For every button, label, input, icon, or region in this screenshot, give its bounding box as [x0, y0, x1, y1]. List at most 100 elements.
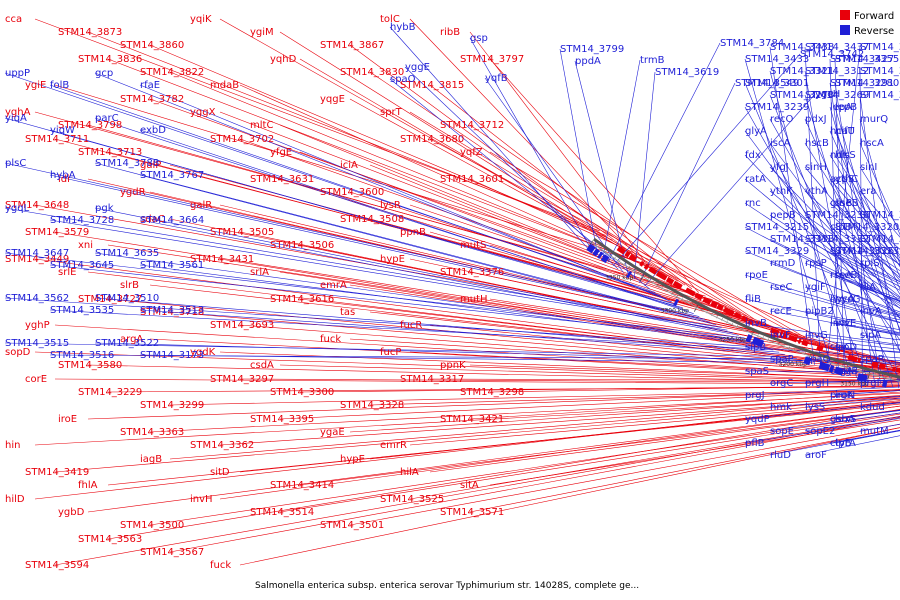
- forward-gene: [891, 366, 897, 372]
- reverse-gene-label: rpsP: [805, 258, 827, 269]
- reverse-gene-label: lepA: [830, 102, 852, 113]
- forward-gene-label: iciA: [340, 160, 358, 171]
- reverse-gene-label: hscA: [860, 138, 884, 149]
- forward-gene-label: STM14_3815: [400, 80, 464, 91]
- reverse-gene-label: STM14_3239: [745, 102, 809, 113]
- forward-connector: [219, 258, 900, 369]
- reverse-gene-label: ythK: [770, 186, 793, 197]
- reverse-gene-label: rrmD: [770, 258, 796, 269]
- reverse-connector: [834, 250, 900, 285]
- reverse-connector: [644, 93, 816, 287]
- reverse-gene-label: STM14_3331: [860, 234, 900, 245]
- reverse-gene-label: STM14_3728: [50, 215, 114, 226]
- genome-inner-arc: [591, 241, 900, 382]
- reverse-gene-label: ygiF: [805, 282, 826, 293]
- forward-gene-label: srlE: [58, 267, 76, 278]
- forward-connector: [299, 385, 900, 393]
- forward-gene: [801, 339, 809, 347]
- forward-gene: [723, 307, 735, 316]
- forward-gene-label: yghA: [5, 107, 31, 118]
- forward-gene-label: STM14_3505: [210, 227, 274, 238]
- reverse-gene-label: fliA: [860, 282, 876, 293]
- reverse-gene-label: sipA: [860, 330, 881, 341]
- reverse-connector: [834, 226, 900, 272]
- forward-connector: [369, 218, 900, 367]
- forward-connector: [409, 351, 900, 377]
- forward-connector: [409, 111, 748, 317]
- forward-connector: [107, 403, 900, 486]
- ruler-label: 3250 kbp: [719, 336, 747, 343]
- reverse-gene-label: sipB: [745, 342, 766, 353]
- forward-gene-label: STM14_3298: [460, 387, 524, 398]
- ruler-label: 3200 kbp: [779, 361, 807, 368]
- forward-gene-label: fuck: [320, 334, 341, 345]
- reverse-gene-label: ndk: [830, 150, 849, 161]
- reverse-gene-label: luxS: [835, 414, 856, 425]
- forward-gene: [787, 334, 798, 343]
- reverse-connector: [859, 214, 900, 250]
- forward-gene-label: STM14_3616: [270, 294, 334, 305]
- reverse-gene-label: rseC: [770, 282, 792, 293]
- forward-connector: [107, 409, 900, 540]
- forward-gene-label: fucR: [400, 320, 422, 331]
- reverse-connector: [94, 342, 803, 362]
- forward-gene-label: fucP: [380, 347, 401, 358]
- reverse-gene-label: STM14_3435: [860, 42, 900, 53]
- reverse-connector: [859, 142, 900, 236]
- forward-gene-label: STM14_3711: [25, 134, 89, 145]
- reverse-gene-label: STM14_3312: [805, 66, 869, 77]
- forward-gene-label: ppnK: [440, 360, 466, 371]
- forward-gene: [672, 280, 683, 290]
- reverse-gene-label: vthA: [805, 186, 828, 197]
- reverse-gene-label: STM14_3535: [50, 305, 114, 316]
- forward-gene-label: STM14_3506: [270, 240, 334, 251]
- forward-gene-label: STM14_3563: [78, 534, 142, 545]
- reverse-connector: [389, 78, 651, 290]
- forward-gene-label: mdaB: [210, 80, 239, 91]
- reverse-gene-label: STM14_3228: [860, 210, 900, 221]
- forward-connector: [429, 378, 900, 381]
- forward-gene-label: STM14_3395: [250, 414, 314, 425]
- forward-gene-label: idi: [58, 174, 70, 185]
- reverse-gene-label: invB: [745, 318, 767, 329]
- reverse-connector: [804, 262, 900, 302]
- reverse-connector: [829, 106, 900, 354]
- reverse-gene-label: ratA: [745, 174, 766, 185]
- reverse-gene-label: STM14_3515: [5, 338, 69, 349]
- forward-gene-label: tolC: [380, 14, 400, 25]
- forward-gene-label: ygaE: [320, 427, 345, 438]
- reverse-gene: [818, 361, 831, 372]
- reverse-gene-label: acpS: [830, 174, 854, 185]
- reverse-gene-label: recO: [770, 114, 794, 125]
- forward-connector: [169, 417, 900, 553]
- reverse-connector: [484, 77, 624, 273]
- forward-gene-label: STM14_3414: [270, 480, 334, 491]
- forward-connector: [149, 392, 900, 433]
- forward-gene-label: mutS: [460, 240, 486, 251]
- forward-gene-label: STM14_3873: [58, 27, 122, 38]
- forward-connector: [469, 31, 646, 262]
- forward-gene-label: STM14_3648: [5, 200, 69, 211]
- reverse-gene-label: STM14_3427: [830, 54, 894, 65]
- forward-gene-label: yqhD: [270, 54, 297, 65]
- forward-gene-label: STM14_3501: [320, 520, 384, 531]
- reverse-gene-label: clpB: [830, 438, 852, 449]
- reverse-gene: [803, 356, 812, 366]
- reverse-gene-label: STM14_3301: [745, 78, 809, 89]
- reverse-gene-label: rnc: [745, 198, 761, 209]
- reverse-gene-label: sopE2: [805, 426, 835, 437]
- forward-connector: [219, 397, 900, 446]
- forward-gene-label: STM14_3860: [120, 40, 184, 51]
- reverse-connector: [744, 58, 833, 371]
- forward-gene-label: STM14_3376: [440, 267, 504, 278]
- forward-gene-label: sopD: [5, 347, 31, 358]
- gene-labels: cca STM14_3873 STM14_3860 yqiK ygiM STM14_386…: [5, 14, 900, 571]
- forward-connector: [279, 124, 734, 311]
- forward-gene: [694, 292, 704, 301]
- reverse-gene-label: invC: [830, 318, 852, 329]
- forward-connector: [469, 427, 900, 513]
- reverse-gene-label: STM14_3799: [560, 44, 624, 55]
- forward-gene: [628, 253, 638, 262]
- forward-gene-label: hilD: [5, 494, 25, 505]
- reverse-gene-label: prgK: [830, 390, 854, 401]
